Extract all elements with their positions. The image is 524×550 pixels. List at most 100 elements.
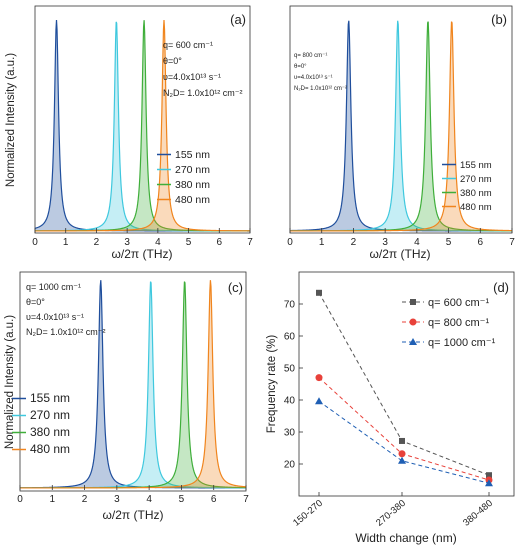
legend-label: 155 nm (460, 160, 492, 171)
x-tick-label: 4 (155, 237, 161, 248)
legend-label: 380 nm (460, 188, 492, 199)
x-tick-label: 1 (319, 237, 325, 248)
x-tick-label: 3 (124, 237, 130, 248)
y-axis-label: Normalized Intensity (a.u.) (4, 315, 16, 449)
legend-marker (409, 338, 417, 345)
x-tick-label: 2 (82, 494, 88, 505)
panel-c: 0 1 2 3 4 5 6 7 ω/2π (THz) Normalized Intensity… (4, 271, 249, 522)
x-tick-label: 5 (179, 494, 185, 505)
data-point (398, 456, 406, 464)
peak-line (290, 21, 513, 232)
x-tick-label: 2 (94, 237, 100, 248)
x-tick-label: 5 (186, 237, 192, 248)
legend-label: 270 nm (460, 174, 492, 185)
y-axis-label: Normalized Intensity (a.u.) (5, 53, 17, 187)
param-q: q= 600 cm⁻¹ (163, 40, 213, 50)
panel-label: (a) (230, 12, 246, 27)
x-category-label: 270-380 (374, 498, 408, 529)
legend: 155 nm 270 nm 380 nm 480 nm (12, 391, 70, 456)
x-tick-label: 7 (243, 494, 249, 505)
x-axis-label: ω/2π (THz) (103, 508, 164, 522)
legend-label: 480 nm (460, 202, 492, 213)
x-category-label: 380-480 (461, 498, 495, 529)
x-tick-label: 1 (63, 237, 69, 248)
panel-label: (d) (493, 280, 509, 295)
y-tick-label: 60 (284, 332, 296, 343)
panel-a: 0 1 2 3 4 5 6 7 ω/2π (THz) Normalized Intensity… (5, 5, 253, 261)
param-theta: θ=0° (163, 56, 182, 66)
x-tick-label: 6 (478, 237, 484, 248)
data-point (316, 289, 322, 296)
x-tick-label: 3 (114, 494, 120, 505)
plot-frame (19, 271, 247, 492)
x-categories: 150-270 270-380 380-480 (291, 492, 495, 529)
plot-frame (289, 5, 513, 234)
peak-fill (35, 20, 250, 232)
x-tick-label: 6 (217, 237, 223, 248)
panel-b: 0 1 2 3 4 5 6 7 ω/2π (THz) (b) q= 800 cm⁻¹ θ=0°… (287, 5, 515, 261)
legend-label: 480 nm (30, 442, 70, 456)
param-n2d: N₂D= 1.0x10¹² cm⁻² (294, 86, 347, 92)
legend-label: q= 800 cm⁻¹ (428, 317, 489, 329)
x-ticks: 0 1 2 3 4 5 6 7 (17, 485, 249, 505)
x-tick-label: 1 (50, 494, 56, 505)
y-tick-label: 30 (284, 428, 296, 439)
series-line (318, 400, 490, 484)
legend-label: q= 1000 cm⁻¹ (428, 337, 496, 349)
peaks-group (289, 20, 513, 232)
x-tick-label: 6 (211, 494, 217, 505)
x-tick-label: 4 (146, 494, 152, 505)
legend-marker (410, 299, 416, 305)
y-axis-label: Frequency rate (%) (266, 335, 278, 434)
legend: q= 600 cm⁻¹ q= 800 cm⁻¹ q= 1000 cm⁻¹ (402, 297, 496, 349)
legend-label: 270 nm (175, 164, 210, 176)
y-tick-label: 50 (284, 364, 296, 375)
peak-fill (290, 20, 512, 232)
series-group (315, 289, 493, 487)
param-n2d: N₂D= 1.0x10¹² cm⁻² (26, 327, 106, 337)
legend-label: 380 nm (30, 425, 70, 439)
plot-frame (298, 271, 515, 497)
panel-d: 20 30 40 50 60 70 150-270 270-380 380-480 Width… (266, 271, 515, 545)
peaks-group (20, 280, 247, 489)
legend-label: 380 nm (175, 179, 210, 191)
x-axis-label: ω/2π (THz) (370, 247, 431, 261)
param-theta: θ=0° (294, 64, 307, 70)
param-theta: θ=0° (26, 297, 45, 307)
param-nu: υ=4.0x10¹³ s⁻¹ (26, 312, 84, 322)
x-tick-label: 0 (287, 237, 293, 248)
x-ticks: 0 1 2 3 4 5 6 7 (32, 228, 253, 248)
legend: 155 nm 270 nm 380 nm 480 nm (442, 160, 492, 213)
x-tick-label: 2 (351, 237, 357, 248)
data-point (485, 479, 493, 487)
x-tick-label: 5 (446, 237, 452, 248)
legend-label: 480 nm (175, 194, 210, 206)
x-tick-label: 0 (32, 237, 38, 248)
peaks-group (34, 19, 250, 232)
x-category-label: 150-270 (291, 498, 325, 529)
legend-label: 155 nm (175, 149, 210, 161)
x-axis-label: ω/2π (THz) (112, 247, 173, 261)
x-tick-label: 7 (247, 237, 253, 248)
panel-label: (c) (228, 280, 243, 295)
data-point (315, 374, 323, 382)
y-tick-label: 70 (284, 300, 296, 311)
peak-fill (35, 20, 250, 231)
plot-frame (34, 5, 251, 234)
data-point (486, 472, 492, 479)
peak-line (35, 19, 250, 232)
x-tick-label: 0 (17, 494, 23, 505)
legend-label: q= 600 cm⁻¹ (428, 297, 489, 309)
peak-line (20, 280, 247, 489)
x-axis-label: Width change (nm) (355, 531, 456, 545)
param-n2d: N₂D= 1.0x10¹² cm⁻² (163, 88, 243, 98)
data-point (398, 450, 406, 458)
y-tick-label: 40 (284, 396, 296, 407)
legend: 155 nm 270 nm 380 nm 480 nm (157, 149, 210, 206)
legend-marker (409, 318, 417, 326)
series-line (318, 377, 490, 481)
y-tick-label: 20 (284, 460, 296, 471)
param-nu: υ=4.0x10¹³ s⁻¹ (163, 72, 221, 82)
x-ticks: 0 1 2 3 4 5 6 7 (287, 228, 515, 248)
